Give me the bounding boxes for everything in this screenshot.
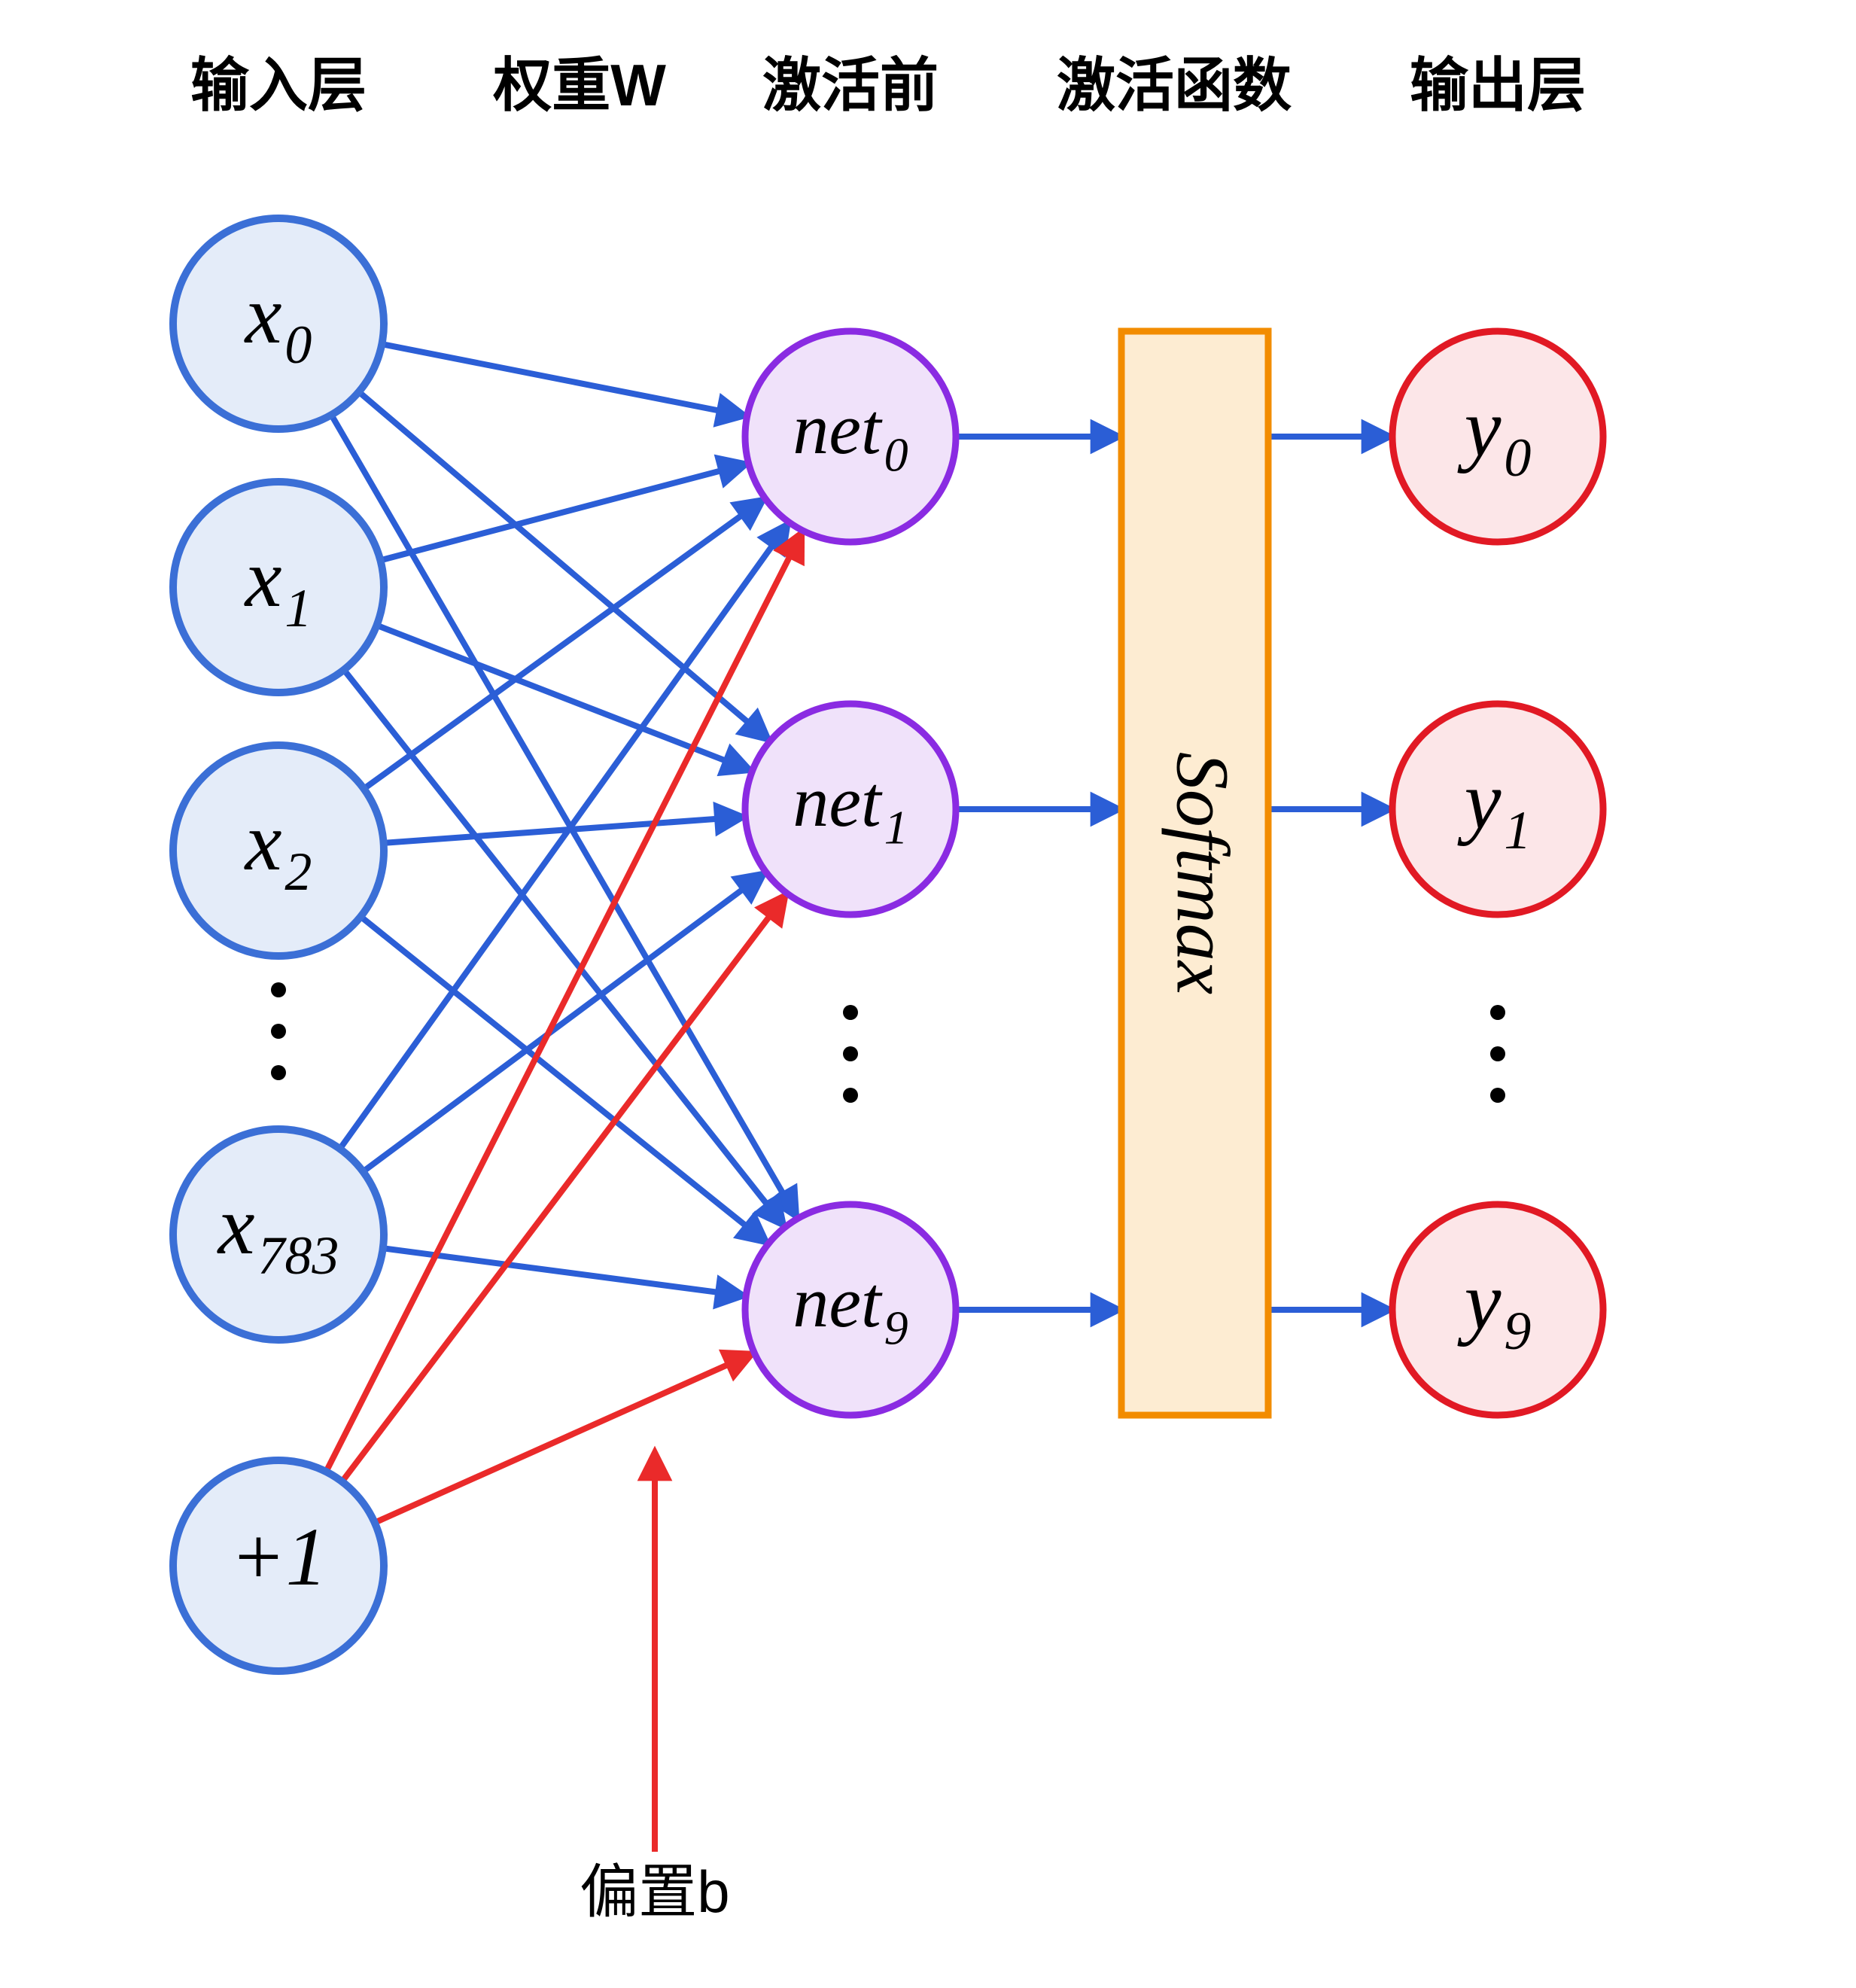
edge: [326, 533, 802, 1472]
softmax-layer: Softmax: [1121, 331, 1268, 1415]
input-node-x783: x783: [173, 1129, 384, 1340]
preact-node-net9: net9: [745, 1204, 956, 1415]
edge: [380, 464, 745, 561]
vdots: [1490, 1046, 1505, 1061]
preact-node-net0: net0: [745, 331, 956, 542]
vdots: [843, 1088, 858, 1103]
labels-layer: 输入层 权重W 激活前 激活函数 输出层偏置b: [190, 52, 1586, 1925]
vdots: [271, 1024, 286, 1039]
vdots: [271, 982, 286, 997]
input-node-x0: x0: [173, 218, 384, 429]
header-output: 输出层: [1410, 52, 1586, 118]
vdots: [271, 1065, 286, 1080]
svg-text:+1: +1: [230, 1511, 327, 1603]
input-node-bias: +1: [173, 1460, 384, 1671]
vdots: [843, 1005, 858, 1020]
edge: [340, 525, 788, 1149]
softmax-label: Softmax: [1161, 752, 1245, 994]
vdots: [1490, 1088, 1505, 1103]
header-input: 输入层: [190, 52, 367, 118]
edge: [382, 344, 744, 416]
edge: [342, 896, 785, 1481]
vdots: [843, 1046, 858, 1061]
output-node-y1: y1: [1392, 704, 1603, 915]
bias-annotation-label: 偏置b: [580, 1859, 729, 1925]
header-weights: 权重W: [492, 52, 666, 118]
output-node-y0: y0: [1392, 331, 1603, 542]
preact-node-net1: net1: [745, 704, 956, 915]
edge: [375, 1354, 752, 1523]
input-node-x2: x2: [173, 745, 384, 956]
output-node-y9: y9: [1392, 1204, 1603, 1415]
header-preact: 激活前: [762, 52, 939, 118]
vdots: [1490, 1005, 1505, 1020]
header-actfn: 激活函数: [1057, 52, 1292, 118]
input-node-x1: x1: [173, 482, 384, 693]
